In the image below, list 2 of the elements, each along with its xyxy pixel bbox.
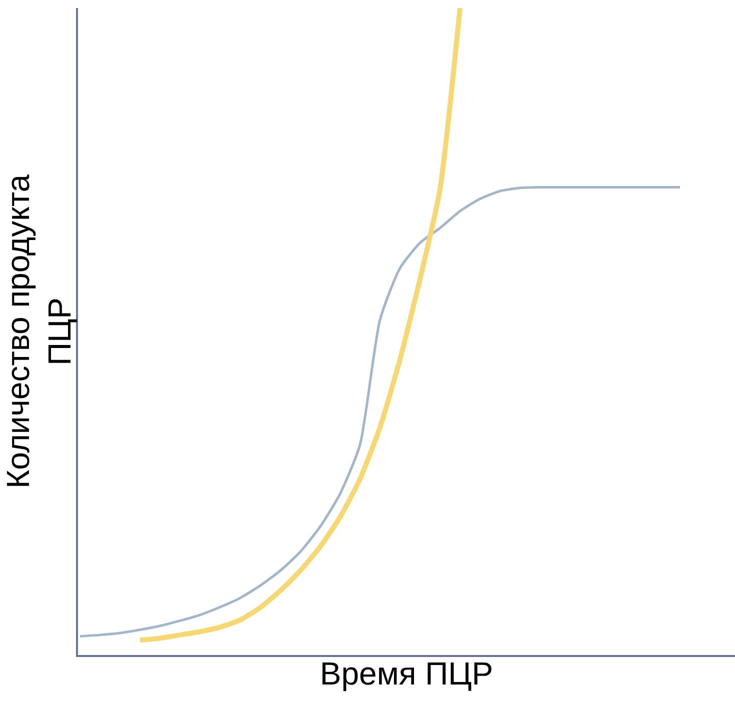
y-axis-title: Количество продукта ПЦР bbox=[0, 174, 78, 489]
x-axis-title: Время ПЦР bbox=[320, 655, 494, 692]
